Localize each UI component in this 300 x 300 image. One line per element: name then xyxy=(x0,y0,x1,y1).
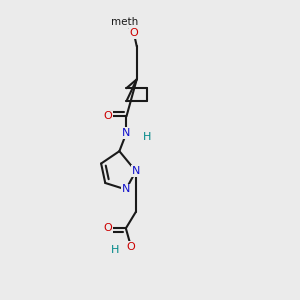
Text: O: O xyxy=(127,242,136,252)
Text: H: H xyxy=(143,132,151,142)
Text: O: O xyxy=(129,28,138,38)
Text: O: O xyxy=(103,111,112,122)
Text: H: H xyxy=(110,245,119,255)
Text: N: N xyxy=(132,166,140,176)
Text: O: O xyxy=(103,223,112,233)
Text: N: N xyxy=(122,184,130,194)
Text: meth: meth xyxy=(111,17,139,27)
Text: N: N xyxy=(122,128,130,138)
